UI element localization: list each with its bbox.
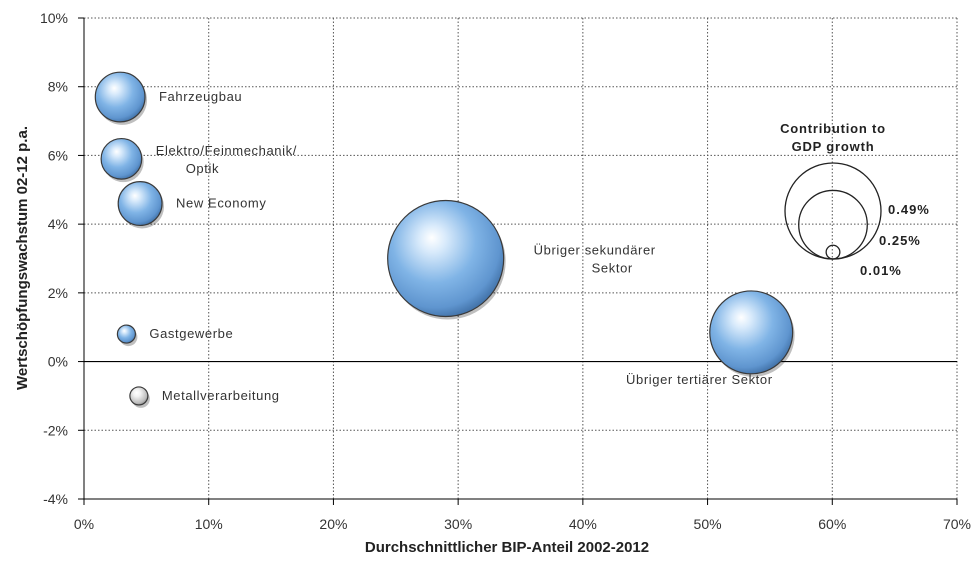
legend-value: 0.01%: [860, 263, 902, 278]
y-tick-label: 2%: [48, 285, 68, 301]
legend-title: GDP growth: [792, 139, 875, 154]
y-tick-label: 6%: [48, 147, 68, 163]
legend-circle: [825, 244, 841, 260]
bubble-label: Gastgewerbe: [149, 326, 233, 341]
bubble-2: [117, 181, 163, 227]
bubble-5: [129, 386, 149, 406]
x-tick-label: 30%: [444, 516, 472, 532]
legend-value: 0.49%: [888, 202, 930, 217]
bubble-label: Übriger tertiärer Sektor: [626, 372, 773, 387]
bubble-label: Elektro/Feinmechanik/: [156, 143, 297, 158]
y-tick-label: 8%: [48, 79, 68, 95]
legend-value: 0.25%: [879, 233, 921, 248]
bubble-label: Optik: [186, 161, 219, 176]
bubbles: [94, 71, 795, 408]
bubble-label: New Economy: [176, 196, 266, 211]
bubble-6: [709, 290, 794, 375]
x-tick-label: 70%: [943, 516, 971, 532]
x-tick-label: 60%: [818, 516, 846, 532]
bubble-3: [387, 199, 505, 318]
x-axis-title: Durchschnittlicher BIP-Anteil 2002-2012: [365, 539, 649, 556]
y-tick-label: 4%: [48, 216, 68, 232]
bubble-label: Metallverarbeitung: [162, 388, 280, 403]
size-legend: Contribution to GDP growth 0.49% 0.25% 0.01%: [780, 121, 930, 278]
x-tick-label: 50%: [694, 516, 722, 532]
y-tick-label: -4%: [43, 491, 68, 507]
bubble-label: Übriger sekundärer: [534, 243, 656, 258]
legend-title: Contribution to: [780, 121, 886, 136]
axes: 0% 10% 20% 30% 40% 50% 60% 70% -4% -2% 0% 2% 4% 6% 8% 1…: [40, 10, 971, 532]
x-tick-label: 20%: [319, 516, 347, 532]
bubble-labels: Fahrzeugbau Elektro/Feinmechanik/Optik New…: [149, 89, 772, 403]
bubble-label: Fahrzeugbau: [159, 89, 242, 104]
y-tick-label: 0%: [48, 354, 68, 370]
bubble-4: [116, 324, 137, 344]
x-tick-label: 0%: [74, 516, 94, 532]
y-tick-label: -2%: [43, 422, 68, 438]
legend-circle: [784, 162, 882, 260]
y-tick-label: 10%: [40, 10, 68, 26]
y-axis-title: Wertschöpfungswachstum 02-12 p.a.: [14, 126, 31, 390]
x-tick-label: 40%: [569, 516, 597, 532]
bubble-1: [100, 137, 143, 180]
x-tick-label: 10%: [195, 516, 223, 532]
legend-circle: [798, 189, 868, 260]
bubble-0: [94, 71, 146, 123]
bubble-label: Sektor: [592, 261, 633, 276]
